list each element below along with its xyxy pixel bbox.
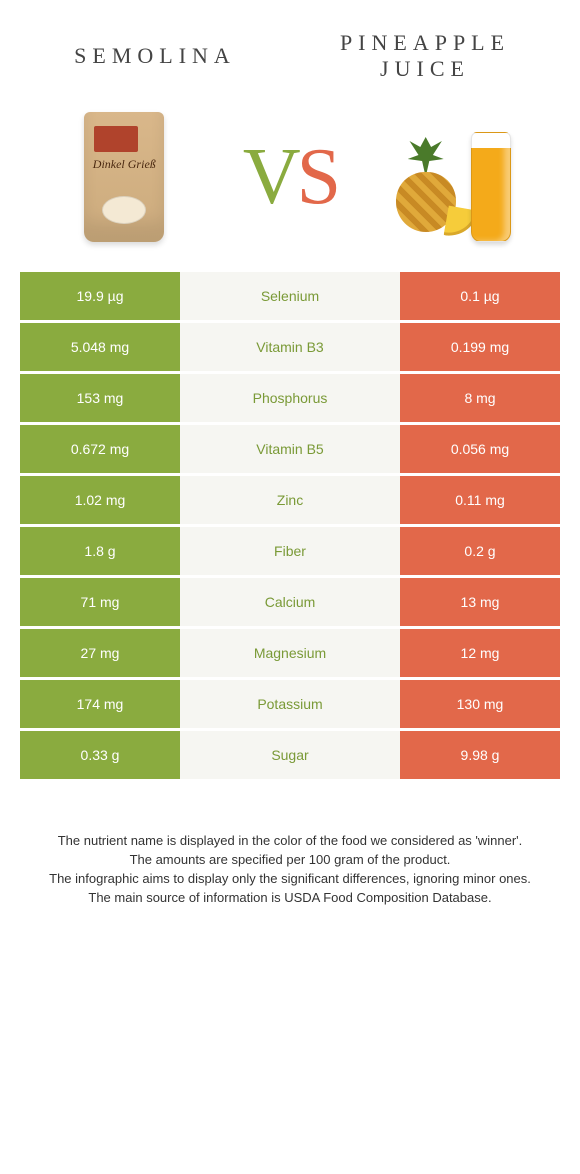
nutrient-label: Sugar	[180, 731, 400, 779]
title-right: PINEAPPLE JUICE	[290, 30, 560, 82]
footer-line: The amounts are specified per 100 gram o…	[30, 851, 550, 870]
value-left: 0.672 mg	[20, 425, 180, 473]
value-right: 0.056 mg	[400, 425, 560, 473]
pineapple-juice-image	[386, 102, 526, 252]
table-row: 0.33 gSugar9.98 g	[20, 731, 560, 779]
value-left: 27 mg	[20, 629, 180, 677]
title-left: SEMOLINA	[20, 30, 290, 82]
table-row: 5.048 mgVitamin B30.199 mg	[20, 323, 560, 371]
value-right: 8 mg	[400, 374, 560, 422]
table-row: 19.9 µgSelenium0.1 µg	[20, 272, 560, 320]
value-right: 0.199 mg	[400, 323, 560, 371]
table-row: 71 mgCalcium13 mg	[20, 578, 560, 626]
vs-s: S	[297, 133, 338, 221]
value-left: 19.9 µg	[20, 272, 180, 320]
vs-label: VS	[243, 132, 337, 223]
pineapple-leaves-icon	[408, 137, 444, 177]
value-right: 12 mg	[400, 629, 560, 677]
nutrient-label: Magnesium	[180, 629, 400, 677]
semolina-bag-icon: Dinkel Grieß	[84, 112, 164, 242]
value-left: 1.8 g	[20, 527, 180, 575]
nutrient-table: 19.9 µgSelenium0.1 µg5.048 mgVitamin B30…	[20, 272, 560, 779]
value-left: 71 mg	[20, 578, 180, 626]
nutrient-label: Potassium	[180, 680, 400, 728]
footer-line: The nutrient name is displayed in the co…	[30, 832, 550, 851]
footer-line: The infographic aims to display only the…	[30, 870, 550, 889]
vs-v: V	[243, 133, 297, 221]
value-right: 0.1 µg	[400, 272, 560, 320]
value-left: 0.33 g	[20, 731, 180, 779]
bag-text: Dinkel Grieß	[84, 158, 164, 171]
nutrient-label: Fiber	[180, 527, 400, 575]
juice-glass-icon	[471, 132, 511, 242]
value-right: 13 mg	[400, 578, 560, 626]
table-row: 1.8 gFiber0.2 g	[20, 527, 560, 575]
footer-notes: The nutrient name is displayed in the co…	[0, 782, 580, 907]
nutrient-label: Vitamin B5	[180, 425, 400, 473]
nutrient-label: Selenium	[180, 272, 400, 320]
table-row: 153 mgPhosphorus8 mg	[20, 374, 560, 422]
value-left: 1.02 mg	[20, 476, 180, 524]
table-row: 27 mgMagnesium12 mg	[20, 629, 560, 677]
nutrient-label: Phosphorus	[180, 374, 400, 422]
footer-line: The main source of information is USDA F…	[30, 889, 550, 908]
value-right: 0.11 mg	[400, 476, 560, 524]
header-row: SEMOLINA PINEAPPLE JUICE	[0, 0, 580, 92]
value-left: 5.048 mg	[20, 323, 180, 371]
nutrient-label: Calcium	[180, 578, 400, 626]
table-row: 0.672 mgVitamin B50.056 mg	[20, 425, 560, 473]
nutrient-label: Vitamin B3	[180, 323, 400, 371]
value-right: 130 mg	[400, 680, 560, 728]
value-left: 174 mg	[20, 680, 180, 728]
table-row: 1.02 mgZinc0.11 mg	[20, 476, 560, 524]
value-left: 153 mg	[20, 374, 180, 422]
semolina-image: Dinkel Grieß	[54, 102, 194, 252]
value-right: 0.2 g	[400, 527, 560, 575]
images-row: Dinkel Grieß VS	[0, 92, 580, 272]
table-row: 174 mgPotassium130 mg	[20, 680, 560, 728]
value-right: 9.98 g	[400, 731, 560, 779]
nutrient-label: Zinc	[180, 476, 400, 524]
